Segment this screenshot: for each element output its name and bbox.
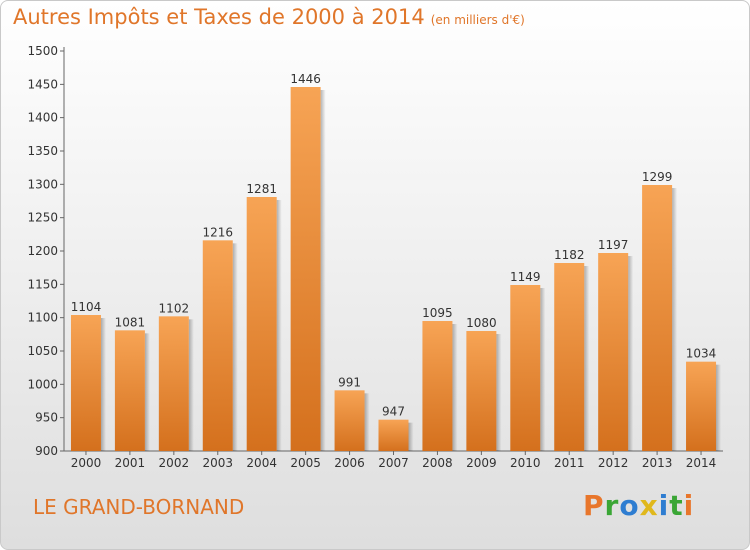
bars: 1104 2000 1081 2001 1102 2002 1216 2003 1281 2004… <box>70 72 722 470</box>
bar-shadow <box>452 324 458 451</box>
y-tick-label: 1150 <box>27 277 58 291</box>
logo-letter: o <box>619 489 640 522</box>
bar-2002 <box>158 316 189 451</box>
x-tick-label: 2014 <box>686 456 717 470</box>
bar-value-label: 1299 <box>642 170 673 184</box>
bar-shadow <box>276 200 282 451</box>
logo-letter: P <box>583 489 605 522</box>
bar-shadow <box>496 334 502 451</box>
bar-value-label: 1034 <box>686 347 717 361</box>
bar-shadow <box>672 188 678 451</box>
bar-value-label: 1216 <box>202 225 233 239</box>
y-tick-label: 1450 <box>27 77 58 91</box>
y-tick-label: 900 <box>35 444 58 458</box>
x-tick-label: 2003 <box>202 456 233 470</box>
x-tick-label: 2010 <box>510 456 541 470</box>
bar-shadow <box>232 243 238 451</box>
bar-shadow <box>364 393 370 451</box>
axes: 900 950 1000 1050 1100 1150 1200 1250 1300 1350 14… <box>27 44 723 458</box>
y-tick-label: 1200 <box>27 244 58 258</box>
bar-2008 <box>422 321 453 451</box>
y-tick-label: 950 <box>35 411 58 425</box>
proxiti-logo[interactable]: Proxiti <box>583 489 694 522</box>
x-tick-label: 2001 <box>115 456 146 470</box>
commune-name: LE GRAND-BORNAND <box>33 495 245 519</box>
bar-value-label: 1197 <box>598 238 629 252</box>
bar-2010 <box>510 285 541 451</box>
y-tick-label: 1400 <box>27 111 58 125</box>
bar-2006 <box>334 390 365 451</box>
y-tick-label: 1250 <box>27 211 58 225</box>
x-tick-label: 2002 <box>159 456 190 470</box>
y-tick-label: 1050 <box>27 344 58 358</box>
bar-value-label: 1102 <box>159 301 190 315</box>
bar-2007 <box>378 419 409 451</box>
logo-letter: i <box>683 489 695 522</box>
bar-shadow <box>716 364 722 451</box>
bar-value-label: 947 <box>382 405 405 419</box>
chart-title-text: Autres Impôts et Taxes de 2000 à 2014 <box>13 5 425 29</box>
x-tick-label: 2013 <box>642 456 673 470</box>
bar-shadow <box>320 90 326 451</box>
x-tick-label: 2004 <box>246 456 277 470</box>
bar-2005 <box>290 87 321 451</box>
bar-2004 <box>246 197 277 451</box>
x-tick-label: 2005 <box>290 456 321 470</box>
bar-2012 <box>598 253 629 451</box>
x-tick-label: 2009 <box>466 456 497 470</box>
logo-letter: r <box>604 489 620 522</box>
y-tick-label: 1300 <box>27 177 58 191</box>
bar-shadow <box>100 318 106 451</box>
x-tick-label: 2006 <box>334 456 365 470</box>
x-tick-label: 2000 <box>71 456 102 470</box>
bar-value-label: 1081 <box>115 315 146 329</box>
logo-letter: t <box>669 489 684 522</box>
bar-value-label: 991 <box>338 375 361 389</box>
bar-value-label: 1149 <box>510 270 541 284</box>
bar-shadow <box>584 266 590 451</box>
x-tick-label: 2008 <box>422 456 453 470</box>
bar-2003 <box>202 240 233 451</box>
x-tick-label: 2012 <box>598 456 629 470</box>
y-tick-label: 1100 <box>27 311 58 325</box>
chart-subtitle: (en milliers d'€) <box>430 13 525 27</box>
bar-shadow <box>540 288 546 451</box>
bar-shadow <box>628 256 634 451</box>
bar-2001 <box>114 330 145 451</box>
bar-2009 <box>466 331 497 451</box>
bar-value-label: 1080 <box>466 316 497 330</box>
logo-letter: i <box>658 489 670 522</box>
y-tick-label: 1500 <box>27 44 58 58</box>
x-tick-label: 2007 <box>378 456 409 470</box>
bar-value-label: 1281 <box>246 182 277 196</box>
y-tick-label: 1000 <box>27 377 58 391</box>
x-tick-label: 2011 <box>554 456 585 470</box>
chart-title: Autres Impôts et Taxes de 2000 à 2014 (en… <box>13 5 525 29</box>
bar-value-label: 1446 <box>290 72 321 86</box>
bar-2011 <box>554 263 585 451</box>
bar-value-label: 1104 <box>71 300 102 314</box>
y-tick-label: 1350 <box>27 144 58 158</box>
bar-value-label: 1182 <box>554 248 585 262</box>
bar-shadow <box>408 422 414 451</box>
bar-value-label: 1095 <box>422 306 453 320</box>
bar-2014 <box>686 361 717 451</box>
bar-shadow <box>144 333 150 451</box>
logo-letter: x <box>639 489 659 522</box>
bar-2013 <box>642 185 673 451</box>
bar-2000 <box>70 315 101 451</box>
bar-shadow <box>188 319 194 451</box>
